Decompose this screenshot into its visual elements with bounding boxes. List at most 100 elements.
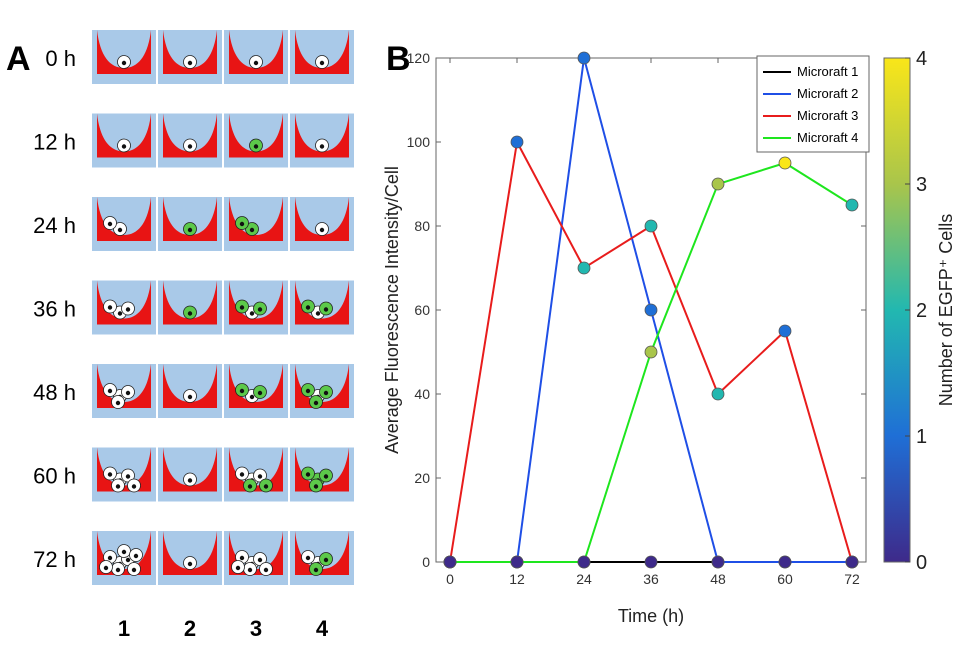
y-axis-title: Average Fluorescence Intensity/Cell xyxy=(382,166,402,454)
raft-well xyxy=(97,197,151,241)
cell-nucleus xyxy=(187,144,193,149)
column-label: 1 xyxy=(118,616,130,641)
time-label: 36 h xyxy=(33,297,76,322)
cell-nucleus xyxy=(247,567,253,573)
raft-well xyxy=(163,30,217,74)
cell-nucleus xyxy=(239,305,245,310)
data-point xyxy=(845,555,859,569)
cell-nucleus xyxy=(313,400,319,406)
cell-nucleus xyxy=(239,555,245,561)
raft-grid: 0 h 12 h 24 h 36 h 48 h 60 h 72 h 1 2 3 4 xyxy=(33,30,354,641)
raft-well xyxy=(229,364,283,408)
cell-nucleus xyxy=(117,311,123,316)
data-point xyxy=(711,387,725,401)
cell-nucleus xyxy=(107,555,113,561)
microraft xyxy=(290,531,354,585)
cell-nucleus xyxy=(125,307,131,312)
y-tick-label: 20 xyxy=(414,470,430,486)
x-tick-label: 12 xyxy=(509,571,525,587)
column-label: 2 xyxy=(184,616,196,641)
panel-a-label: A xyxy=(6,40,31,78)
cell-nucleus xyxy=(263,484,269,489)
cell-nucleus xyxy=(305,555,311,561)
cell-nucleus xyxy=(187,60,193,66)
data-point xyxy=(711,555,725,569)
microraft xyxy=(92,447,156,502)
cell-nucleus xyxy=(107,472,113,477)
legend: Microraft 1 Microraft 2 Microraft 3 Microra… xyxy=(756,55,870,153)
cell-nucleus xyxy=(313,484,319,489)
raft-well xyxy=(229,280,283,325)
x-axis-title: Time (h) xyxy=(618,606,684,626)
data-point xyxy=(577,51,591,65)
microraft xyxy=(224,30,288,84)
microraft xyxy=(158,113,222,168)
cell-nucleus xyxy=(121,60,127,66)
cell-nucleus xyxy=(239,472,245,477)
colorbar-tick-label: 3 xyxy=(916,174,927,196)
cell-nucleus xyxy=(257,390,263,396)
microraft xyxy=(224,364,288,418)
data-point xyxy=(644,345,658,359)
data-point xyxy=(778,156,792,170)
data-point xyxy=(845,198,859,212)
microraft xyxy=(290,113,354,168)
raft-well xyxy=(163,280,217,325)
data-point xyxy=(644,303,658,317)
cell-nucleus xyxy=(253,60,259,66)
raft-well xyxy=(295,280,349,325)
raft-well xyxy=(163,197,217,241)
x-axis-ticks: 0 12 24 36 48 60 72 xyxy=(446,58,860,587)
microraft xyxy=(92,531,156,585)
cell-nucleus xyxy=(115,400,121,406)
cell-nucleus xyxy=(323,474,329,479)
cell-nucleus xyxy=(187,227,193,233)
colorbar-tick-label: 1 xyxy=(916,426,927,448)
microraft xyxy=(92,197,156,251)
raft-well xyxy=(229,447,283,492)
microraft xyxy=(158,364,222,418)
y-tick-label: 120 xyxy=(407,50,431,66)
cell-nucleus xyxy=(257,307,263,312)
cell-nucleus xyxy=(235,565,241,571)
cell-nucleus xyxy=(121,144,127,149)
microraft xyxy=(158,531,222,585)
y-tick-label: 0 xyxy=(422,554,430,570)
data-point xyxy=(510,555,524,569)
microraft xyxy=(158,447,222,502)
column-label: 3 xyxy=(250,616,262,641)
time-label: 24 h xyxy=(33,213,76,238)
data-point xyxy=(644,555,658,569)
microraft xyxy=(224,280,288,335)
y-tick-label: 100 xyxy=(407,134,431,150)
microraft xyxy=(92,30,156,84)
cell-nucleus xyxy=(315,311,321,316)
cell-nucleus xyxy=(305,388,311,394)
cell-nucleus xyxy=(107,305,113,310)
x-tick-label: 60 xyxy=(777,571,793,587)
cell-nucleus xyxy=(125,390,131,396)
raft-well xyxy=(97,113,151,158)
time-label: 72 h xyxy=(33,547,76,572)
microraft xyxy=(224,113,288,168)
cell-nucleus xyxy=(125,474,131,479)
legend-label: Microraft 2 xyxy=(797,86,858,101)
raft-well xyxy=(229,113,283,158)
cell-nucleus xyxy=(187,478,193,483)
data-point xyxy=(577,261,591,275)
microraft xyxy=(290,197,354,251)
raft-well xyxy=(295,197,349,241)
data-point xyxy=(778,324,792,338)
microraft xyxy=(224,447,288,502)
cell-nucleus xyxy=(249,227,255,233)
cell-nucleus xyxy=(319,227,325,233)
microraft xyxy=(92,364,156,418)
cell-nucleus xyxy=(125,557,131,563)
cell-nucleus xyxy=(115,484,121,489)
time-label: 60 h xyxy=(33,464,76,489)
cell-nucleus xyxy=(323,307,329,312)
cell-nucleus xyxy=(117,227,123,233)
cell-nucleus xyxy=(305,472,311,477)
